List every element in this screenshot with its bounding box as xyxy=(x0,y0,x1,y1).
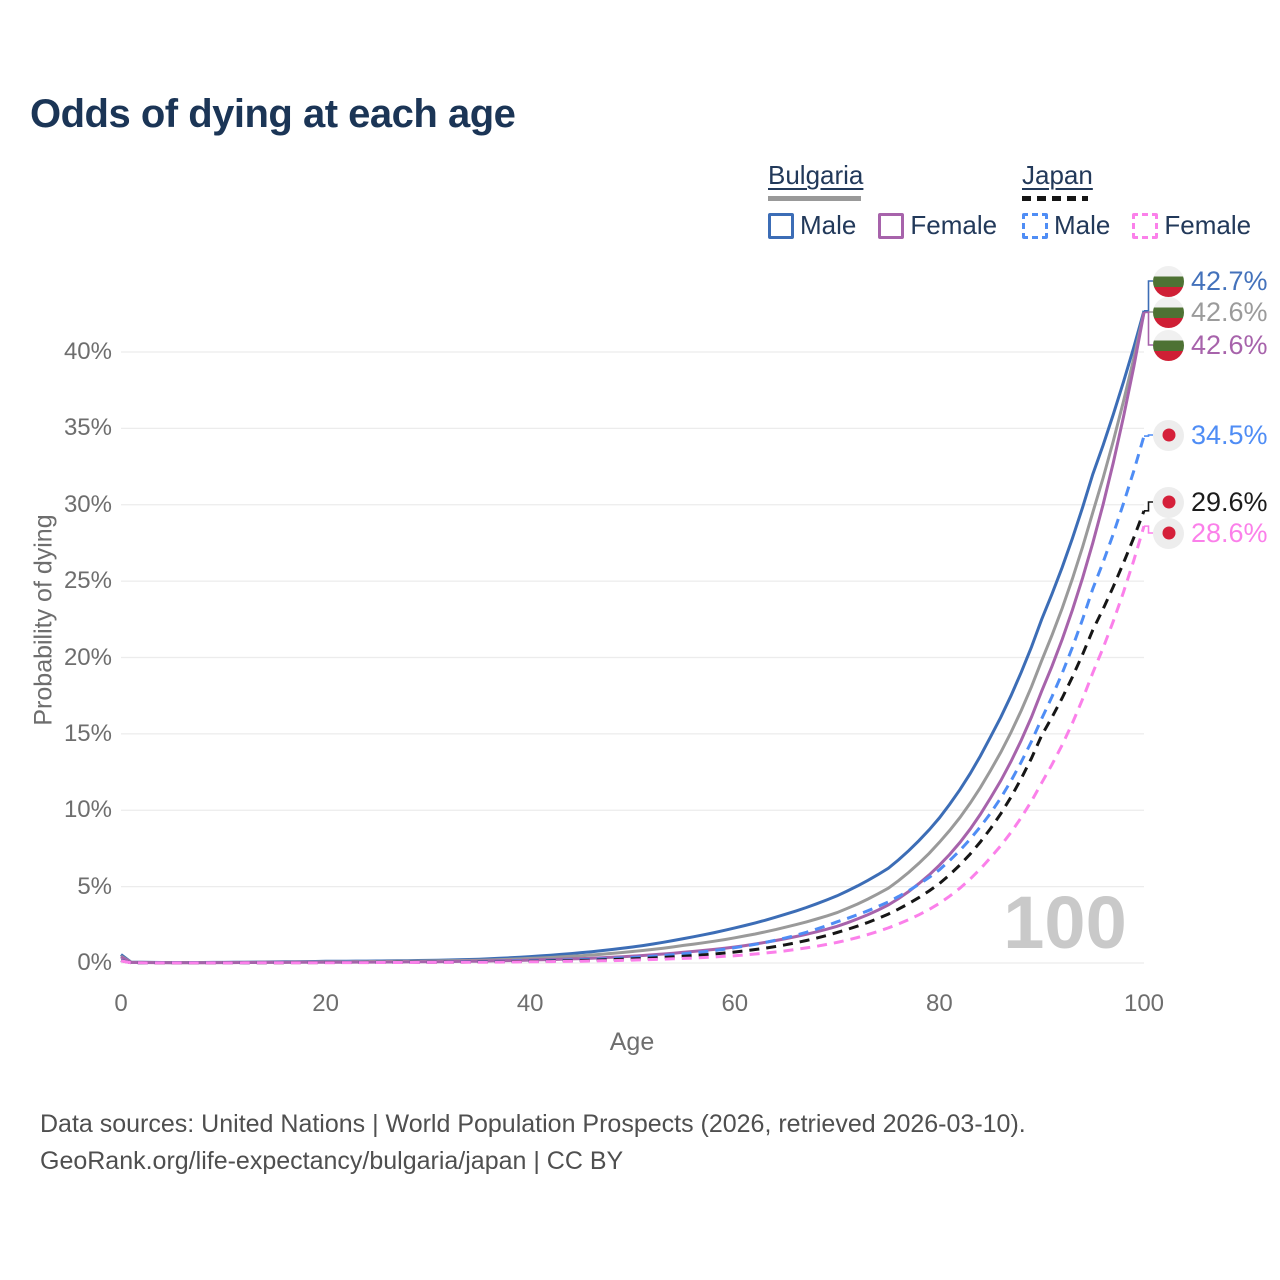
plot-area xyxy=(120,280,1153,965)
japan-male-checkbox-icon[interactable] xyxy=(1022,212,1048,239)
series-line-bulgaria-female xyxy=(120,312,1146,965)
series-line-bulgaria-male xyxy=(120,310,1146,964)
legend-item-label: Female xyxy=(1164,210,1252,240)
end-label-connector xyxy=(1144,311,1153,346)
legend-group-bulgaria: Bulgaria Male Female xyxy=(768,160,1019,241)
age-counter-watermark: 100 xyxy=(1003,881,1127,964)
footer-data-sources: Data sources: United Nations | World Pop… xyxy=(40,1110,1026,1138)
series-line-bulgaria-both-sexes- xyxy=(120,311,1146,965)
japan-line-style-swatch xyxy=(1022,196,1088,201)
end-label-connector xyxy=(1144,501,1153,512)
legend-country-bulgaria[interactable]: Bulgaria xyxy=(768,160,864,190)
legend-country-japan[interactable]: Japan xyxy=(1022,160,1093,190)
legend-row-japan: Male Female xyxy=(1022,210,1273,241)
series-line-japan-male xyxy=(120,435,1146,965)
footer-attribution: Data sources: United Nations | World Pop… xyxy=(40,1106,1026,1180)
bulgaria-female-checkbox-icon[interactable] xyxy=(878,212,905,239)
footer-url-license: GeoRank.org/life-expectancy/bulgaria/jap… xyxy=(40,1147,624,1175)
end-label-connector xyxy=(1144,434,1153,437)
bulgaria-male-checkbox-icon[interactable] xyxy=(768,212,794,239)
series-line-japan-female xyxy=(120,525,1146,965)
legend-item-bulgaria-female[interactable]: Female xyxy=(878,210,997,241)
page-title: Odds of dying at each age xyxy=(30,92,516,136)
legend-item-japan-female[interactable]: Female xyxy=(1132,210,1251,241)
legend-item-label: Female xyxy=(910,210,998,240)
legend-item-japan-male[interactable]: Male xyxy=(1022,210,1110,241)
end-label-connector xyxy=(1144,525,1153,534)
legend-item-label: Male xyxy=(800,210,857,240)
bulgaria-line-style-swatch xyxy=(768,196,861,201)
legend-item-label: Male xyxy=(1054,210,1111,240)
japan-female-checkbox-icon[interactable] xyxy=(1132,212,1159,239)
legend-group-japan: Japan Male Female xyxy=(1022,160,1273,241)
legend-row-bulgaria: Male Female xyxy=(768,210,1019,241)
legend-item-bulgaria-male[interactable]: Male xyxy=(768,210,856,241)
end-label-connector xyxy=(1144,280,1153,312)
